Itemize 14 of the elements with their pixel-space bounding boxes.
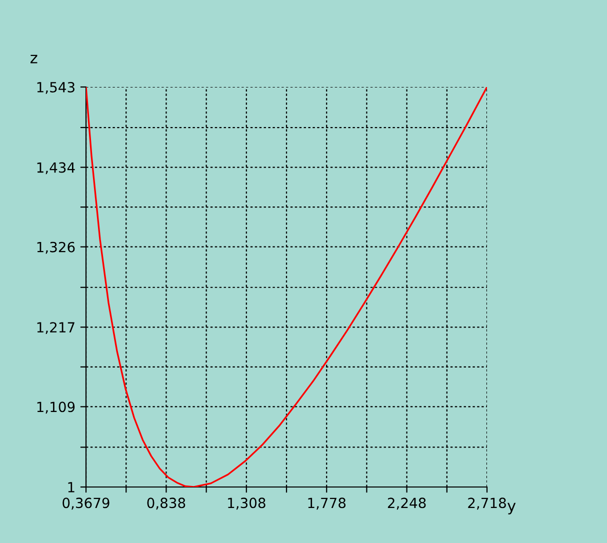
x-tick-label: 2,248 bbox=[388, 498, 426, 510]
x-tick-label: 0,838 bbox=[147, 498, 186, 510]
x-tick-label: 1,308 bbox=[228, 498, 266, 510]
x-axis-title: y bbox=[508, 502, 516, 514]
y-tick-label: 1,434 bbox=[37, 162, 75, 174]
y-tick-label: 1,543 bbox=[37, 82, 74, 94]
x-tick-label: 2,718 bbox=[468, 498, 506, 510]
x-tick-label: 0,3679 bbox=[62, 498, 110, 510]
y-tick-label: 1,326 bbox=[37, 242, 75, 254]
y-tick-label: 1 bbox=[68, 482, 74, 492]
y-tick-label: 1,109 bbox=[37, 402, 75, 414]
x-tick-label: 1,778 bbox=[308, 498, 346, 510]
y-axis-title: z bbox=[30, 54, 38, 64]
y-tick-label: 1,217 bbox=[37, 322, 74, 334]
